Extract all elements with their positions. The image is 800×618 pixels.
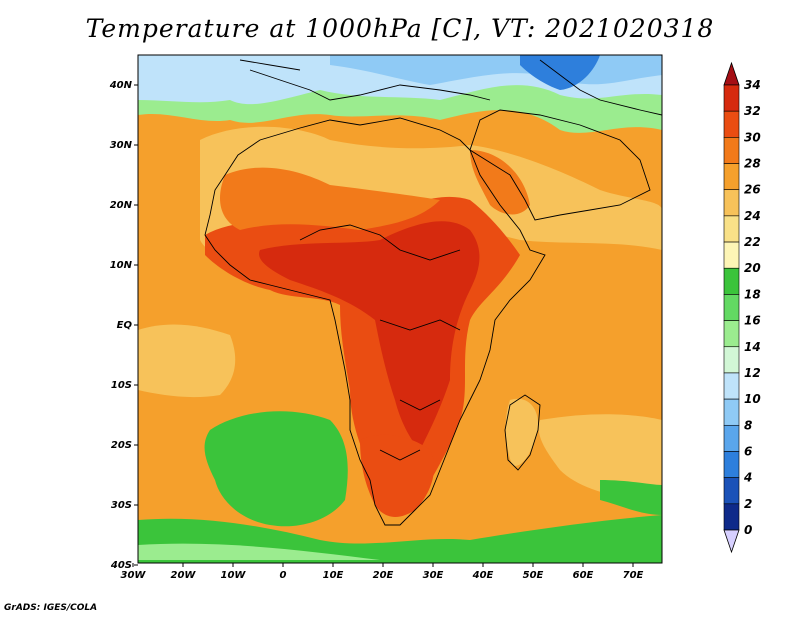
colorbar-segment <box>723 320 740 348</box>
colorbar-label: 6 <box>744 444 752 458</box>
lat-tick-label: 20S <box>111 440 132 451</box>
map-frame <box>137 54 663 564</box>
colorbar-segment <box>723 241 740 269</box>
colorbar-segment <box>723 424 740 452</box>
longitude-axis: 30W 20W 10W 0 10E 20E 30E 40E 50E 60E 70E <box>121 563 644 581</box>
lon-tick-label: 70E <box>623 570 644 581</box>
colorbar-segment <box>723 451 740 478</box>
colorbar-segment <box>723 189 740 217</box>
lon-tick-label: 60E <box>573 570 594 581</box>
lat-tick-label: 30N <box>110 140 133 151</box>
colorbar-label: 32 <box>744 104 761 118</box>
lat-tick-label: 40N <box>109 80 133 91</box>
colorbar-segment <box>723 110 740 138</box>
colorbar-segment <box>723 294 740 321</box>
lat-tick-label: 30S <box>111 500 132 511</box>
colorbar-label: 12 <box>744 366 761 380</box>
lon-tick-label: 30E <box>423 570 444 581</box>
lon-tick-label: 40E <box>472 570 494 581</box>
colorbar-bottom-arrow <box>723 529 740 554</box>
chart-title: Temperature at 1000hPa [C], VT: 20210203… <box>85 14 715 43</box>
colorbar-label: 10 <box>744 392 761 406</box>
coastlines <box>204 59 662 526</box>
lat-tick-label: 10N <box>110 260 133 271</box>
colorbar-segment <box>723 477 740 505</box>
lat-tick-label: 20N <box>110 200 133 211</box>
colorbar-segment <box>723 267 740 295</box>
colorbar-label: 30 <box>744 130 761 144</box>
lon-tick-label: 50E <box>523 570 544 581</box>
colorbar-label: 14 <box>744 340 761 354</box>
footer-credit: GrADS: IGES/COLA <box>4 603 98 613</box>
south-atlantic-cool-region <box>204 411 348 527</box>
colorbar-label: 2 <box>744 497 752 511</box>
lon-tick-label: 10W <box>221 570 247 581</box>
colorbar-label: 4 <box>743 471 752 485</box>
colorbar-label: 20 <box>744 261 761 275</box>
temperature-map <box>138 55 662 563</box>
lon-tick-label: 20W <box>171 570 197 581</box>
colorbar-label: 0 <box>744 523 752 537</box>
colorbar-label: 22 <box>744 235 761 249</box>
colorbar-label: 34 <box>744 78 761 92</box>
lat-tick-label: 40S <box>110 560 132 571</box>
lon-tick-label: 30W <box>121 570 147 581</box>
colorbar-label: 26 <box>744 183 761 197</box>
lon-tick-label: 0 <box>280 570 287 581</box>
colorbar-segment <box>723 372 740 400</box>
colorbar-label: 8 <box>744 418 752 432</box>
latitude-axis: 40N 30N 20N 10N EQ 10S 20S 30S 40S <box>109 80 138 571</box>
colorbar-segment <box>723 346 740 374</box>
colorbar-segment <box>723 84 740 112</box>
colorbar-segment <box>723 137 740 164</box>
colorbar-segment <box>723 163 740 191</box>
colorbar-segment <box>723 398 740 426</box>
colorbar-label: 16 <box>744 314 761 328</box>
colorbar-segment <box>723 503 740 531</box>
colorbar-top-arrow <box>723 61 740 86</box>
lon-tick-label: 10E <box>323 570 344 581</box>
lat-tick-label: EQ <box>117 320 133 331</box>
lon-tick-label: 20E <box>373 570 394 581</box>
colorbar-label: 18 <box>744 287 761 301</box>
colorbar-label: 28 <box>744 157 761 171</box>
colorbar-segment <box>723 215 740 243</box>
lat-tick-label: 10S <box>111 380 132 391</box>
colorbar-label: 24 <box>744 209 761 223</box>
